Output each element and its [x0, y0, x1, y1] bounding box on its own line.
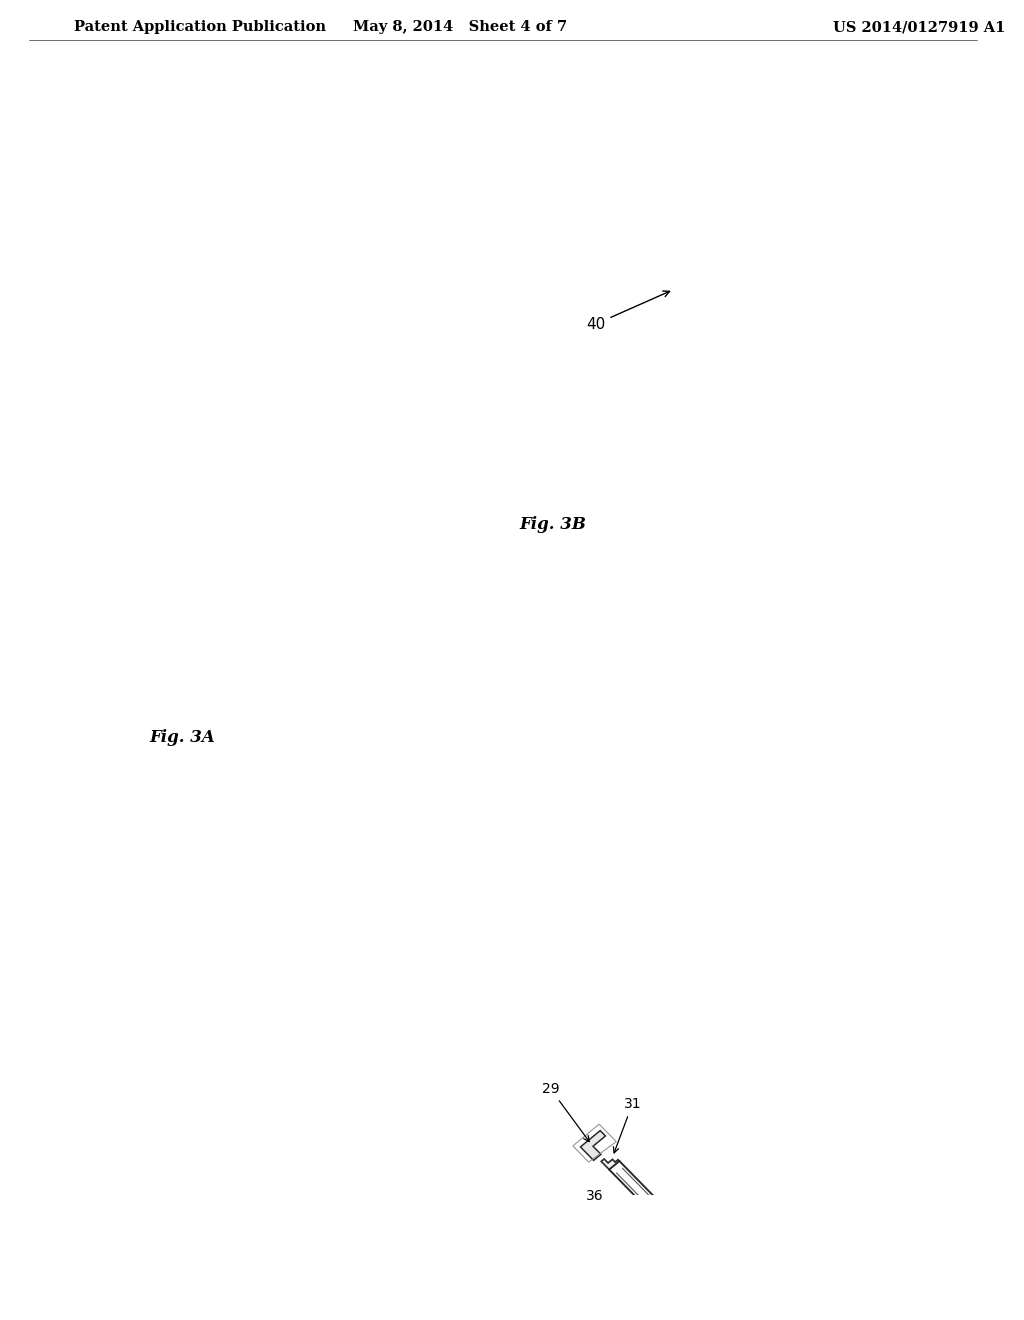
Text: Fig. 3B: Fig. 3B: [519, 516, 586, 533]
Text: Patent Application Publication: Patent Application Publication: [74, 20, 326, 34]
Polygon shape: [601, 1159, 620, 1170]
Polygon shape: [695, 1249, 716, 1269]
Polygon shape: [668, 1233, 680, 1245]
Polygon shape: [718, 1290, 808, 1320]
Text: 36: 36: [586, 1188, 603, 1203]
Polygon shape: [780, 1290, 808, 1316]
Polygon shape: [748, 1303, 769, 1320]
Text: May 8, 2014   Sheet 4 of 7: May 8, 2014 Sheet 4 of 7: [353, 20, 567, 34]
Text: 31: 31: [613, 1097, 641, 1152]
Text: Fig. 3A: Fig. 3A: [150, 729, 215, 746]
Text: 29: 29: [542, 1082, 589, 1142]
Text: US 2014/0127919 A1: US 2014/0127919 A1: [834, 20, 1006, 34]
Text: 40: 40: [586, 290, 670, 331]
Polygon shape: [647, 1213, 659, 1225]
Polygon shape: [581, 1131, 605, 1160]
